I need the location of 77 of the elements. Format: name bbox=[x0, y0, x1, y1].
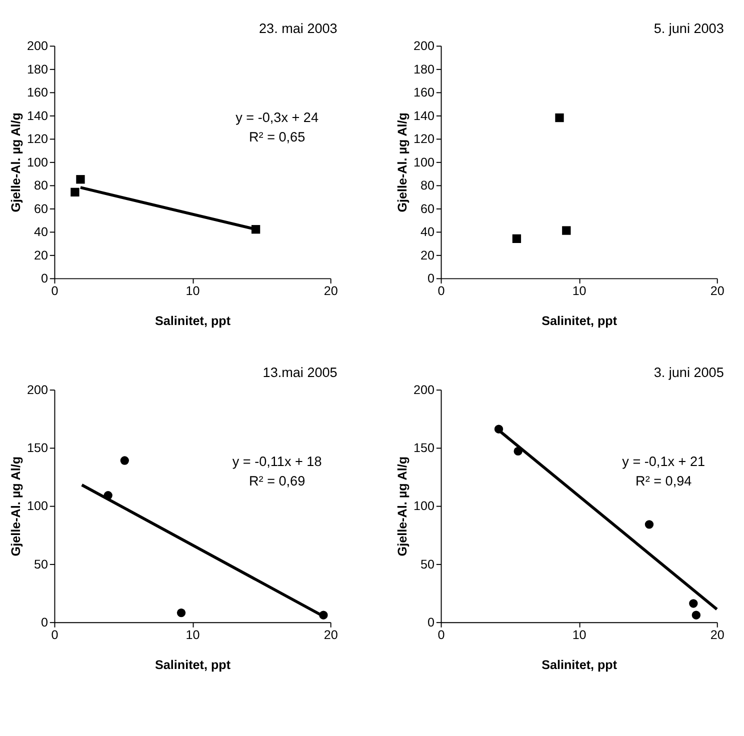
x-tick-label: 0 bbox=[51, 628, 58, 642]
point bbox=[555, 113, 564, 122]
annotation: y = -0,1x + 21 bbox=[622, 454, 706, 470]
x-axis-title: Salinitet, ppt bbox=[155, 314, 232, 328]
y-tick-label: 200 bbox=[413, 382, 434, 397]
y-axis-title: Gjelle-Al. µg Al/g bbox=[396, 456, 410, 556]
chart-title: 5. juni 2003 bbox=[654, 21, 724, 36]
point bbox=[104, 491, 112, 500]
annotation: R² = 0,94 bbox=[636, 474, 692, 488]
point bbox=[176, 608, 186, 618]
y-axis-title: Gjelle-Al. µg Al/g bbox=[9, 456, 24, 556]
point bbox=[70, 188, 80, 196]
x-tick-label: 10 bbox=[186, 284, 200, 298]
annotation: R² = 0,65 bbox=[249, 130, 306, 145]
y-tick-label: 200 bbox=[26, 39, 48, 54]
y-axis-title: Gjelle-Al. µg Al/g bbox=[9, 112, 24, 212]
y-tick-label: 140 bbox=[413, 108, 434, 123]
y-tick-label: 100 bbox=[413, 499, 434, 514]
y-tick-label: 100 bbox=[413, 155, 434, 170]
y-tick-label: 140 bbox=[26, 108, 48, 123]
y-tick-label: 100 bbox=[26, 499, 48, 514]
y-tick-label: 180 bbox=[26, 62, 48, 76]
y-tick-label: 200 bbox=[413, 39, 434, 54]
x-tick-label: 20 bbox=[324, 628, 338, 642]
y-tick-label: 80 bbox=[420, 178, 434, 193]
annotation: y = -0,11x + 18 bbox=[232, 454, 322, 470]
y-tick-label: 80 bbox=[34, 178, 48, 193]
y-tick-label: 0 bbox=[40, 272, 48, 286]
x-axis-title: Salinitet, ppt bbox=[542, 314, 618, 328]
y-tick-label: 40 bbox=[34, 225, 48, 240]
x-tick-label: 20 bbox=[710, 284, 724, 298]
point bbox=[251, 225, 260, 234]
y-tick-label: 100 bbox=[26, 155, 48, 170]
point bbox=[494, 424, 504, 434]
point bbox=[512, 234, 522, 243]
x-axis-title: Salinitet, ppt bbox=[155, 658, 232, 672]
x-axis-title: Salinitet, ppt bbox=[542, 658, 618, 672]
y-tick-label: 50 bbox=[420, 557, 434, 572]
y-tick-label: 150 bbox=[26, 441, 48, 456]
point bbox=[120, 456, 129, 465]
y-tick-label: 160 bbox=[26, 86, 48, 100]
x-tick-label: 0 bbox=[438, 628, 445, 642]
y-tick-label: 150 bbox=[413, 441, 434, 456]
y-tick-label: 120 bbox=[26, 132, 48, 146]
x-tick-label: 0 bbox=[51, 284, 58, 298]
y-tick-label: 0 bbox=[427, 272, 434, 286]
annotation: y = -0,3x + 24 bbox=[236, 110, 319, 126]
x-tick-label: 20 bbox=[710, 628, 724, 642]
y-tick-label: 60 bbox=[420, 202, 434, 216]
point bbox=[514, 446, 522, 456]
point bbox=[76, 175, 85, 184]
point bbox=[562, 226, 571, 235]
x-tick-label: 20 bbox=[324, 284, 338, 298]
chart-title: 3. juni 2005 bbox=[654, 365, 724, 380]
y-tick-label: 160 bbox=[413, 86, 434, 100]
y-tick-label: 20 bbox=[34, 248, 48, 262]
y-tick-label: 0 bbox=[40, 615, 48, 630]
x-tick-label: 10 bbox=[572, 284, 586, 298]
y-tick-label: 60 bbox=[34, 202, 48, 216]
point bbox=[644, 520, 654, 529]
y-tick-label: 40 bbox=[420, 225, 434, 240]
y-tick-label: 0 bbox=[427, 615, 434, 630]
x-tick-label: 10 bbox=[572, 628, 586, 642]
x-tick-label: 0 bbox=[438, 284, 445, 298]
y-tick-label: 180 bbox=[413, 62, 434, 76]
y-tick-label: 20 bbox=[420, 248, 434, 262]
chart-title: 23. mai 2003 bbox=[259, 21, 338, 36]
point bbox=[692, 610, 700, 620]
point bbox=[689, 599, 698, 608]
y-tick-label: 120 bbox=[413, 132, 434, 146]
chart-title: 13.mai 2005 bbox=[262, 365, 338, 380]
x-tick-label: 10 bbox=[186, 628, 200, 642]
y-tick-label: 200 bbox=[26, 382, 48, 397]
y-tick-label: 50 bbox=[34, 557, 48, 572]
annotation: R² = 0,69 bbox=[249, 474, 306, 488]
point bbox=[319, 610, 328, 620]
y-axis-title: Gjelle-Al. µg Al/g bbox=[396, 112, 410, 212]
